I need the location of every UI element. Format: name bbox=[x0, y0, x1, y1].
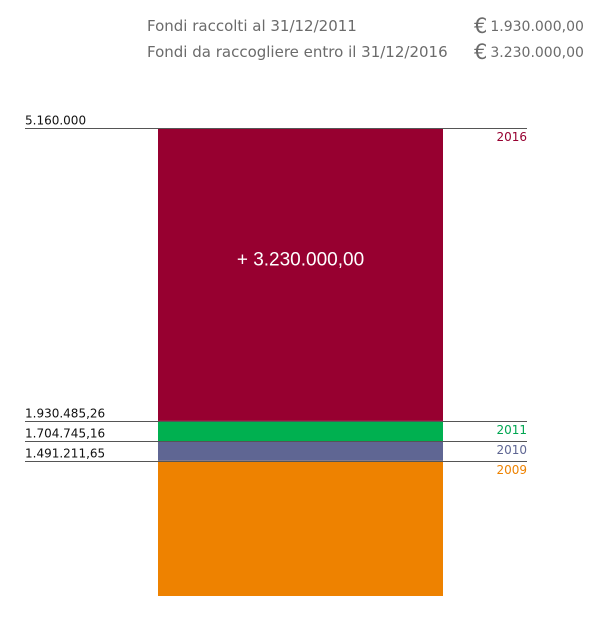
year-label-2010: 2010 bbox=[496, 443, 527, 457]
raised-funds-value: €1.930.000,00 bbox=[474, 14, 584, 38]
euro-symbol: € bbox=[474, 14, 488, 38]
y-tick-label: 1.930.485,26 bbox=[25, 407, 105, 421]
target-funds-label: Fondi da raccogliere entro il 31/12/2016 bbox=[147, 43, 448, 61]
y-tick-label: 5.160.000 bbox=[25, 114, 86, 128]
y-tick-label: 1.491.211,65 bbox=[25, 447, 105, 461]
raised-funds-amount: 1.930.000,00 bbox=[490, 19, 584, 35]
y-tick-label: 1.704.745,16 bbox=[25, 427, 105, 441]
target-funds-value: €3.230.000,00 bbox=[474, 40, 584, 64]
euro-symbol: € bbox=[474, 40, 488, 64]
bar-segment-2009 bbox=[158, 460, 443, 596]
bar-segment-2011 bbox=[158, 420, 443, 442]
target-funds-amount: 3.230.000,00 bbox=[490, 45, 584, 61]
bar-segment-2010 bbox=[158, 441, 443, 461]
year-label-2011: 2011 bbox=[496, 423, 527, 437]
raised-funds-label: Fondi raccolti al 31/12/2011 bbox=[147, 17, 357, 35]
segment-value-label: + 3.230.000,00 bbox=[237, 250, 364, 271]
year-label-2016: 2016 bbox=[496, 130, 527, 144]
bar-segment-2016 bbox=[158, 128, 443, 421]
year-label-2009: 2009 bbox=[496, 463, 527, 477]
